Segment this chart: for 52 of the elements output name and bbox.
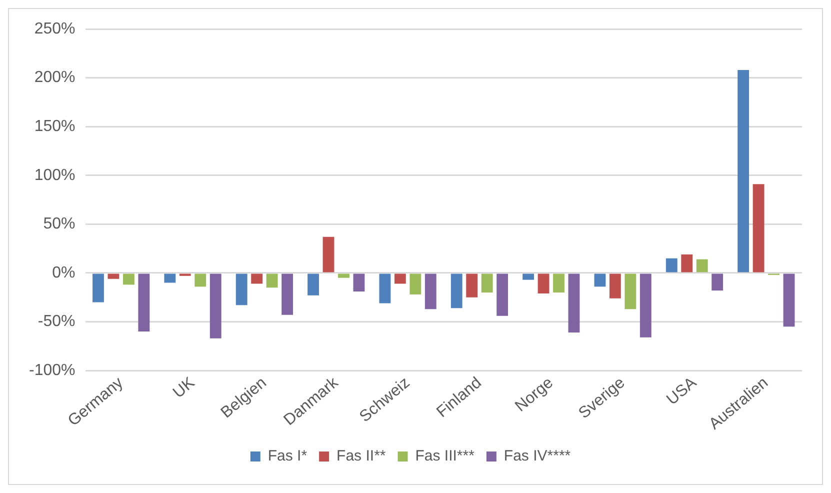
y-tick-label: 50% [43, 216, 76, 233]
bar [712, 274, 724, 291]
bar [752, 184, 764, 272]
bar [353, 274, 365, 292]
bar [594, 274, 606, 287]
bar [164, 274, 176, 283]
bar [338, 274, 350, 278]
legend-label: Fas IV**** [504, 448, 571, 465]
y-tick-label: 100% [34, 166, 76, 184]
x-tick-label: UK [170, 374, 198, 402]
bar [681, 254, 693, 272]
bar [122, 274, 134, 285]
bar [138, 274, 150, 332]
legend-label: Fas I* [268, 448, 308, 465]
y-tick-label: 200% [34, 69, 76, 86]
y-tick-label: -100% [29, 362, 76, 379]
bar [450, 274, 462, 308]
y-tick-label: -50% [38, 313, 76, 330]
bar [696, 259, 708, 272]
bar [266, 274, 278, 288]
bar [108, 274, 120, 279]
bar [666, 258, 678, 272]
bar [92, 274, 104, 302]
x-tick-label: USA [664, 374, 700, 409]
bar [194, 274, 206, 287]
bar [738, 70, 750, 272]
bar [609, 274, 621, 298]
bar [624, 274, 636, 310]
bar [496, 274, 508, 316]
bar [251, 274, 263, 284]
bar [308, 274, 319, 296]
bar [410, 274, 422, 294]
bar [553, 274, 564, 292]
bar [236, 274, 248, 306]
bar [282, 274, 293, 315]
y-tick-label: 150% [34, 118, 76, 135]
bar [394, 274, 406, 284]
legend-label: Fas III*** [415, 448, 475, 465]
y-tick-label: 250% [34, 20, 76, 38]
legend-label: Fas II** [336, 448, 386, 465]
bar [481, 274, 493, 292]
bar [322, 236, 334, 272]
bar [783, 274, 795, 327]
bar [522, 274, 534, 280]
bar [538, 274, 550, 294]
bar [568, 274, 580, 332]
bar [210, 274, 222, 338]
bar [466, 274, 478, 298]
bar [424, 274, 436, 310]
y-tick-label: 0% [52, 264, 76, 282]
bar [379, 274, 391, 304]
bar [640, 274, 652, 338]
